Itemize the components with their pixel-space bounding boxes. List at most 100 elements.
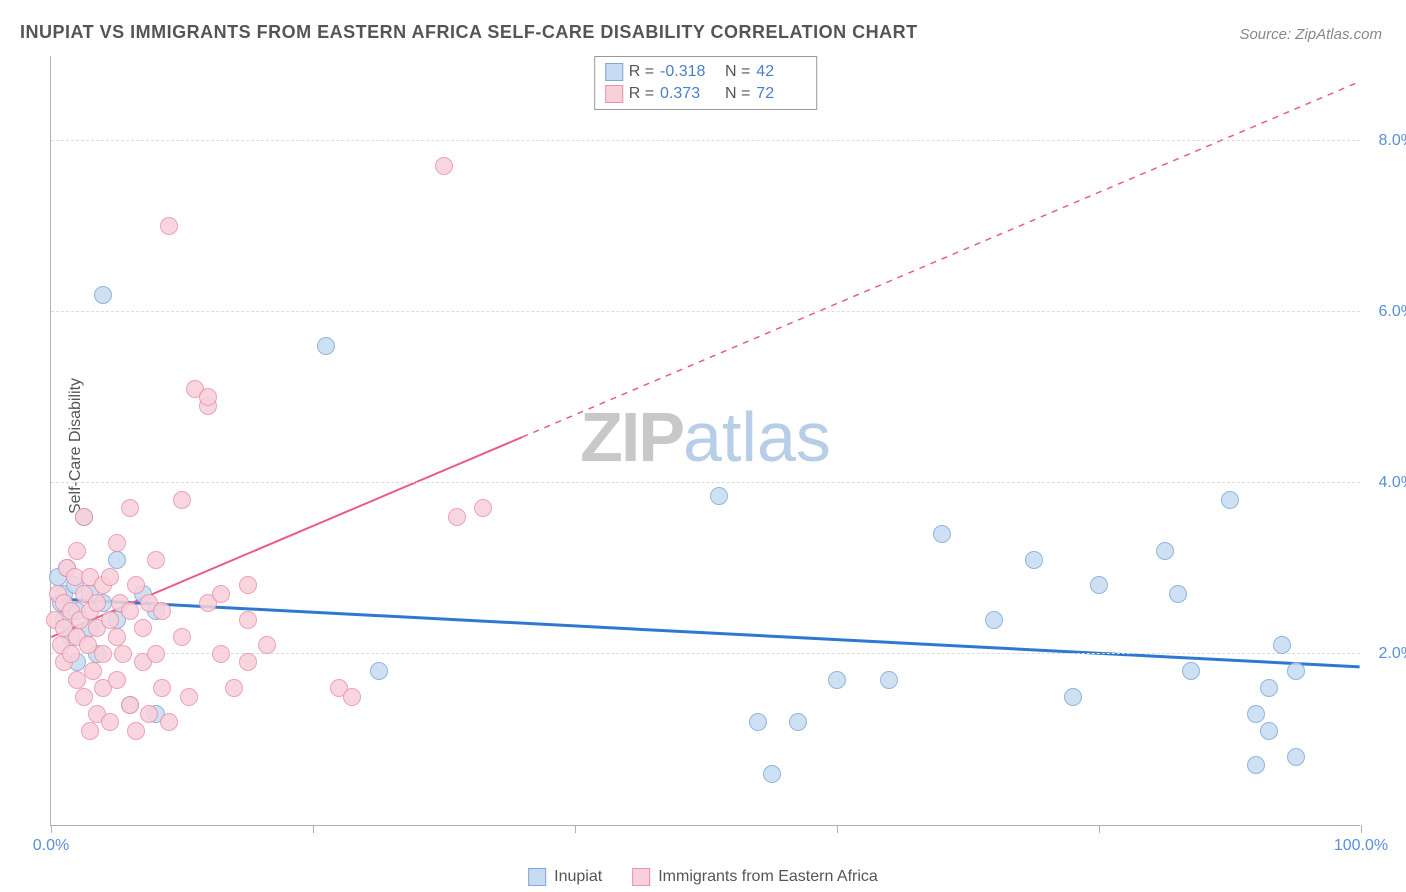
- scatter-point: [1182, 662, 1200, 680]
- scatter-point: [985, 611, 1003, 629]
- scatter-point: [153, 602, 171, 620]
- x-tick: [1361, 825, 1362, 833]
- r-value: 0.373: [660, 85, 710, 103]
- y-tick-label: 6.0%: [1379, 303, 1406, 321]
- scatter-point: [153, 679, 171, 697]
- x-tick: [51, 825, 52, 833]
- scatter-point: [710, 487, 728, 505]
- scatter-point: [225, 679, 243, 697]
- source-attribution: Source: ZipAtlas.com: [1239, 26, 1382, 43]
- scatter-point: [474, 499, 492, 517]
- scatter-point: [108, 628, 126, 646]
- n-label: N =: [716, 63, 750, 81]
- scatter-point: [880, 671, 898, 689]
- scatter-point: [108, 551, 126, 569]
- scatter-point: [101, 568, 119, 586]
- series-legend: Inupiat Immigrants from Eastern Africa: [528, 868, 878, 886]
- scatter-point: [1025, 551, 1043, 569]
- scatter-point: [1247, 705, 1265, 723]
- scatter-point: [789, 713, 807, 731]
- scatter-point: [239, 611, 257, 629]
- scatter-point: [94, 286, 112, 304]
- x-tick-label: 100.0%: [1334, 837, 1388, 855]
- legend-label: Immigrants from Eastern Africa: [658, 868, 878, 886]
- scatter-point: [114, 645, 132, 663]
- x-tick: [313, 825, 314, 833]
- legend-swatch: [632, 868, 650, 886]
- chart-title: INUPIAT VS IMMIGRANTS FROM EASTERN AFRIC…: [20, 22, 918, 43]
- scatter-point: [370, 662, 388, 680]
- scatter-point: [1260, 722, 1278, 740]
- legend-swatch: [605, 85, 623, 103]
- n-value: 42: [756, 63, 806, 81]
- scatter-point: [1156, 542, 1174, 560]
- scatter-point: [828, 671, 846, 689]
- gridline: [51, 482, 1360, 483]
- scatter-point: [1090, 576, 1108, 594]
- scatter-point: [448, 508, 466, 526]
- scatter-point: [160, 217, 178, 235]
- y-tick-label: 8.0%: [1379, 132, 1406, 150]
- scatter-point: [68, 542, 86, 560]
- n-label: N =: [716, 85, 750, 103]
- legend-swatch: [528, 868, 546, 886]
- correlation-stats-box: R = -0.318 N = 42R = 0.373 N = 72: [594, 56, 818, 110]
- scatter-point: [101, 611, 119, 629]
- stats-row: R =0.373 N =72: [605, 83, 807, 105]
- x-tick: [1099, 825, 1100, 833]
- r-label: R =: [629, 63, 654, 81]
- legend-swatch: [605, 63, 623, 81]
- scatter-point: [1064, 688, 1082, 706]
- scatter-point: [108, 534, 126, 552]
- scatter-point: [108, 671, 126, 689]
- stats-row: R = -0.318 N = 42: [605, 61, 807, 83]
- x-tick-label: 0.0%: [33, 837, 69, 855]
- n-value: 72: [756, 85, 806, 103]
- y-tick-label: 4.0%: [1379, 474, 1406, 492]
- legend-label: Inupiat: [554, 868, 602, 886]
- scatter-point: [121, 696, 139, 714]
- scatter-point: [134, 619, 152, 637]
- scatter-point: [749, 713, 767, 731]
- scatter-point: [127, 576, 145, 594]
- scatter-point: [62, 645, 80, 663]
- watermark-part2: atlas: [683, 398, 831, 476]
- gridline: [51, 311, 1360, 312]
- scatter-point: [121, 602, 139, 620]
- legend-item: Inupiat: [528, 868, 602, 886]
- scatter-point: [343, 688, 361, 706]
- scatter-point: [763, 765, 781, 783]
- scatter-point: [1169, 585, 1187, 603]
- scatter-point: [1221, 491, 1239, 509]
- scatter-point: [147, 645, 165, 663]
- scatter-point: [81, 722, 99, 740]
- scatter-point: [160, 713, 178, 731]
- scatter-point: [94, 645, 112, 663]
- scatter-point: [239, 576, 257, 594]
- scatter-point: [180, 688, 198, 706]
- scatter-point: [140, 705, 158, 723]
- scatter-point: [212, 585, 230, 603]
- scatter-point: [239, 653, 257, 671]
- scatter-point: [212, 645, 230, 663]
- scatter-point: [75, 688, 93, 706]
- scatter-point: [173, 628, 191, 646]
- scatter-point: [101, 713, 119, 731]
- scatter-point: [1273, 636, 1291, 654]
- scatter-point: [88, 594, 106, 612]
- scatter-point: [1247, 756, 1265, 774]
- scatter-point: [173, 491, 191, 509]
- trend-line-dashed: [522, 82, 1359, 437]
- x-tick: [837, 825, 838, 833]
- r-value: -0.318: [660, 63, 710, 81]
- scatter-point: [84, 662, 102, 680]
- trend-lines-layer: [51, 56, 1360, 825]
- scatter-point: [147, 551, 165, 569]
- legend-item: Immigrants from Eastern Africa: [632, 868, 878, 886]
- scatter-point: [121, 499, 139, 517]
- scatter-point: [1287, 662, 1305, 680]
- scatter-point: [1260, 679, 1278, 697]
- x-tick: [575, 825, 576, 833]
- plot-area: ZIPatlas R =-0.318 N =42R =0.373 N =72 2…: [50, 56, 1360, 826]
- watermark: ZIPatlas: [580, 397, 831, 477]
